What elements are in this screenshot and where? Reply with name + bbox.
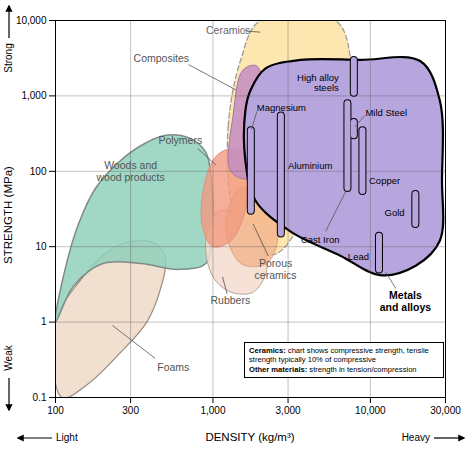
svg-text:Strong: Strong	[3, 43, 14, 72]
svg-text:Woods andwood products: Woods andwood products	[95, 159, 164, 183]
svg-text:Heavy: Heavy	[402, 432, 430, 443]
svg-text:Lead: Lead	[348, 251, 369, 262]
svg-text:100: 100	[47, 405, 64, 416]
svg-text:Magnesium: Magnesium	[257, 102, 306, 113]
svg-text:Polymers: Polymers	[158, 134, 202, 146]
svg-text:Weak: Weak	[3, 344, 14, 370]
svg-text:STRENGTH (MPa): STRENGTH (MPa)	[2, 166, 14, 264]
svg-text:Ceramics: Ceramics	[206, 24, 250, 36]
svg-text:Rubbers: Rubbers	[211, 294, 251, 306]
svg-text:1,000: 1,000	[200, 405, 225, 416]
svg-text:Light: Light	[56, 432, 78, 443]
svg-text:Mild Steel: Mild Steel	[365, 107, 407, 118]
svg-text:Cast Iron: Cast Iron	[301, 234, 340, 245]
svg-text:Aluminium: Aluminium	[288, 160, 332, 171]
svg-text:1,000: 1,000	[21, 90, 46, 101]
svg-text:Composites: Composites	[134, 52, 189, 64]
html-text:Ceramics: chart shows compress: Ceramics: chart shows compressive streng…	[249, 346, 429, 365]
svg-text:10,000: 10,000	[355, 405, 386, 416]
svg-text:0.1: 0.1	[33, 392, 47, 403]
svg-text:Copper: Copper	[369, 175, 400, 186]
svg-text:DENSITY (kg/m³): DENSITY (kg/m³)	[205, 431, 294, 443]
svg-text:100: 100	[30, 166, 47, 177]
svg-text:30,000: 30,000	[430, 405, 461, 416]
svg-text:Foams: Foams	[157, 361, 189, 373]
svg-text:Metalsand alloys: Metalsand alloys	[380, 289, 432, 313]
svg-text:10,000: 10,000	[16, 15, 47, 26]
svg-text:High alloysteels: High alloysteels	[297, 72, 339, 93]
svg-text:300: 300	[122, 405, 139, 416]
svg-text:Gold: Gold	[385, 207, 405, 218]
svg-text:1: 1	[41, 316, 47, 327]
svg-text:10: 10	[35, 241, 47, 252]
svg-text:Porousceramics: Porousceramics	[255, 257, 297, 281]
html-text:Other materials: strength in t: Other materials: strength in tension/com…	[249, 365, 417, 375]
svg-text:3,000: 3,000	[276, 405, 301, 416]
